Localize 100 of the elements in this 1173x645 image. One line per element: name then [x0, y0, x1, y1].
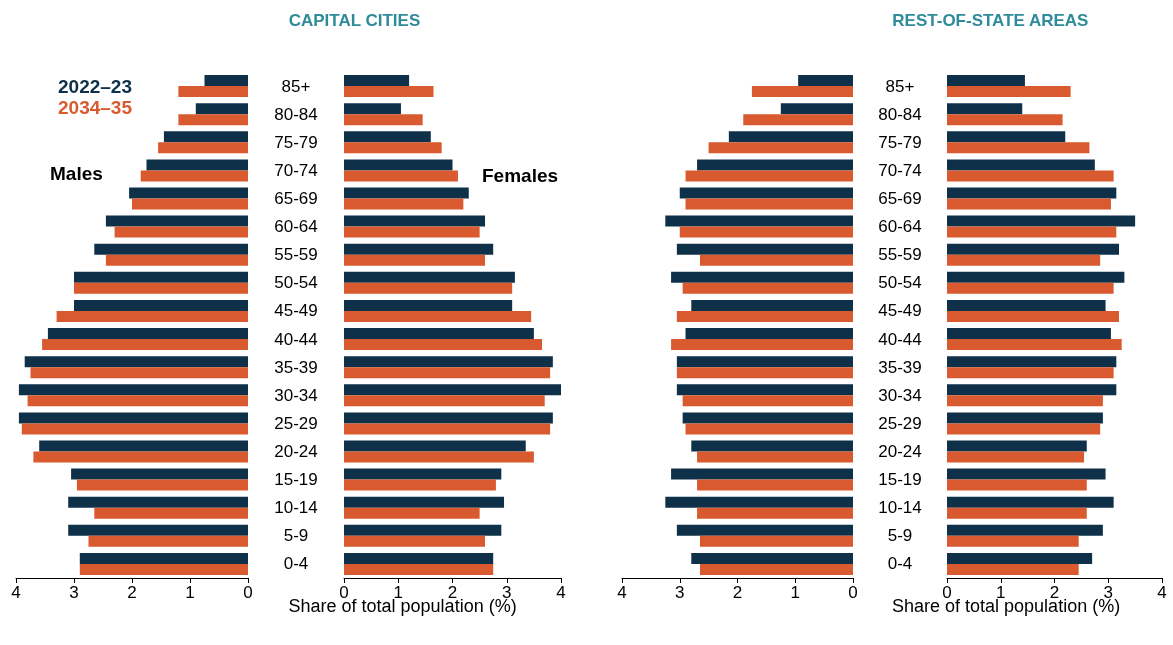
y-tick-label: 80-84 — [878, 104, 922, 124]
bar — [947, 170, 1114, 182]
bar — [18, 384, 248, 396]
bar — [947, 75, 1025, 87]
y-tick-label: 10-14 — [878, 498, 922, 518]
y-tick-label: 70-74 — [878, 160, 922, 180]
bar — [947, 496, 1114, 508]
bar — [344, 159, 453, 171]
bar — [947, 328, 1111, 340]
bar — [947, 507, 1087, 519]
bar — [105, 215, 248, 227]
y-tick-label: 20-24 — [878, 442, 922, 461]
bar — [114, 226, 248, 238]
bar — [74, 271, 248, 283]
bar — [947, 367, 1114, 379]
y-tick-label: 35-39 — [274, 357, 318, 377]
bar — [947, 479, 1087, 491]
bar — [691, 552, 853, 564]
bar — [158, 142, 248, 154]
bar — [42, 339, 248, 351]
y-tick-label: 45-49 — [274, 301, 318, 321]
bar — [682, 282, 853, 294]
bar — [947, 159, 1095, 171]
bar — [344, 328, 534, 340]
bar — [947, 131, 1066, 143]
bar — [947, 384, 1117, 396]
y-tick-label: 55-59 — [274, 245, 318, 265]
annotation: Males — [50, 163, 103, 184]
bar — [344, 339, 543, 351]
y-tick-label: 15-19 — [274, 470, 318, 490]
x-tick-label: 0 — [339, 583, 349, 602]
bar — [697, 507, 853, 519]
bar — [947, 451, 1085, 463]
bar — [88, 535, 248, 547]
bar — [947, 395, 1103, 407]
bar — [344, 535, 486, 547]
bar — [344, 310, 532, 322]
x-tick-label: 4 — [1157, 583, 1167, 602]
bar — [105, 254, 248, 266]
y-tick-label: 60-64 — [274, 217, 318, 237]
bar — [344, 356, 553, 368]
bar — [947, 552, 1093, 564]
bar — [146, 159, 248, 171]
bar — [76, 479, 248, 491]
bar — [671, 271, 853, 283]
bar — [344, 142, 442, 154]
y-tick-label: 30-34 — [878, 385, 922, 405]
y-tick-label: 85+ — [281, 76, 311, 96]
chart-title: CAPITAL CITIES — [288, 11, 421, 30]
x-tick-label: 3 — [675, 583, 685, 602]
bar — [344, 226, 480, 238]
bar — [780, 103, 853, 115]
y-tick-label: 10-14 — [274, 498, 318, 518]
y-tick-label: 15-19 — [878, 470, 922, 490]
bar — [94, 243, 248, 255]
y-tick-label: 40-44 — [878, 329, 922, 349]
bar — [671, 468, 853, 480]
bar — [344, 131, 431, 143]
x-tick-label: 2 — [127, 583, 137, 602]
bar — [697, 451, 853, 463]
y-tick-label: 70-74 — [274, 160, 318, 180]
bar — [947, 440, 1087, 452]
bar — [344, 86, 434, 98]
bar — [74, 299, 248, 311]
bar — [682, 412, 853, 424]
x-tick-label: 4 — [617, 583, 627, 602]
bar — [30, 367, 248, 379]
bar — [94, 507, 248, 519]
bar — [344, 563, 494, 575]
x-tick-label: 4 — [556, 583, 566, 602]
bar — [947, 271, 1125, 283]
bar — [344, 552, 494, 564]
bar — [947, 215, 1136, 227]
bar — [344, 114, 423, 126]
y-tick-label: 25-29 — [274, 413, 318, 433]
x-tick-label: 3 — [69, 583, 79, 602]
x-tick-label: 2 — [732, 583, 743, 602]
bar — [33, 451, 248, 463]
y-tick-label: 20-24 — [274, 442, 318, 461]
bar — [676, 310, 853, 322]
y-tick-label: 30-34 — [274, 385, 318, 405]
y-tick-label: 75-79 — [274, 132, 318, 152]
y-tick-label: 75-79 — [878, 132, 922, 152]
bar — [665, 215, 853, 227]
bar — [676, 524, 853, 536]
bar — [685, 170, 853, 182]
bar — [671, 339, 853, 351]
bar — [344, 103, 401, 115]
x-tick-label: 4 — [11, 583, 21, 602]
bar — [947, 114, 1063, 126]
bar — [798, 75, 853, 87]
bar — [947, 356, 1117, 368]
chart-title: REST-OF-STATE AREAS — [892, 11, 1089, 30]
bar — [68, 496, 248, 508]
x-tick-label: 0 — [243, 583, 253, 602]
y-tick-label: 40-44 — [274, 329, 318, 349]
bar — [947, 282, 1114, 294]
bar — [947, 524, 1103, 536]
y-tick-label: 60-64 — [878, 217, 922, 237]
bar — [947, 423, 1101, 435]
